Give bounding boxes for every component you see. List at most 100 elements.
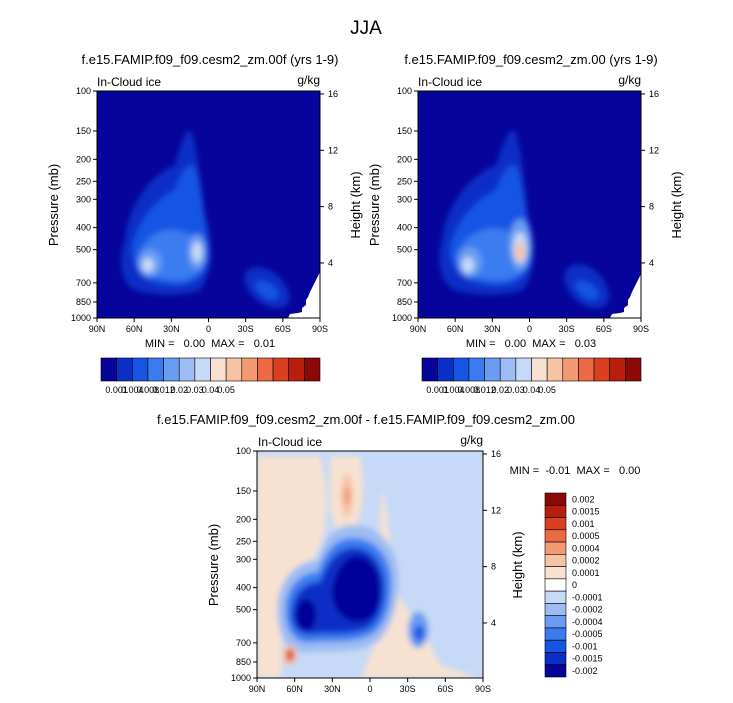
colorbar-swatch xyxy=(257,357,274,382)
y-tick-label: 400 xyxy=(236,583,251,593)
colorbar-swatch xyxy=(625,357,642,382)
y-tick-label: 500 xyxy=(76,245,91,255)
colorbar-label: -0.0004 xyxy=(572,617,603,627)
x-tick-label: 30S xyxy=(238,324,254,334)
panel-1-southern-cloud-inner xyxy=(255,280,279,300)
colorbar-label: -0.002 xyxy=(572,666,598,676)
y-tick-label: 200 xyxy=(236,514,251,524)
panel-1: f.e15.FAMIP.f09_f09.cesm2_zm.00f (yrs 1-… xyxy=(46,52,363,395)
panel-1-y-label: Pressure (mb) xyxy=(46,164,61,246)
x-tick-label: 90N xyxy=(89,324,106,334)
y-tick-label: 700 xyxy=(397,278,412,288)
x-tick-label: 60N xyxy=(286,684,303,694)
colorbar-swatch xyxy=(531,357,548,382)
panel-1-stats: MIN = 0.00 MAX = 0.01 xyxy=(145,338,275,350)
colorbar-label: -0.001 xyxy=(572,641,598,651)
colorbar-label: 0.012 xyxy=(473,385,496,395)
colorbar-swatch xyxy=(544,492,567,506)
y-tick-label: 200 xyxy=(76,154,91,164)
y-tick-label: 850 xyxy=(236,657,251,667)
colorbar-swatch xyxy=(131,357,149,382)
x-tick-label: 30N xyxy=(163,324,180,334)
colorbar-swatch xyxy=(178,357,196,382)
y-tick-label: 850 xyxy=(397,297,412,307)
colorbar-label: 0.002 xyxy=(572,494,595,504)
panel-3-positive-east xyxy=(360,490,480,678)
colorbar-swatch xyxy=(241,357,258,382)
x-tick-label: 90S xyxy=(633,324,649,334)
x-tick-label: 60N xyxy=(447,324,464,334)
panel-3-colorbar: 0.002 0.0015 0.001 0.0005 0.0004 0.0002 0.0001… xyxy=(544,492,603,678)
colorbar-label: 0.012 xyxy=(152,385,175,395)
y-tick-label: 850 xyxy=(76,297,91,307)
panel-3-stats: MIN = -0.01 MAX = 0.00 xyxy=(510,465,641,477)
y-tick-label: 400 xyxy=(76,223,91,233)
x-tick-label: 90S xyxy=(475,684,491,694)
colorbar-label: 0.0005 xyxy=(572,531,600,541)
y-tick-right-label: 16 xyxy=(491,449,501,459)
colorbar-label: -0.0002 xyxy=(572,605,603,615)
colorbar-label: 0.03 xyxy=(186,385,204,395)
colorbar-label: 0 xyxy=(572,580,577,590)
y-tick-label: 1000 xyxy=(231,673,251,683)
colorbar-label: 0.004 xyxy=(121,385,144,395)
y-tick-right-label: 4 xyxy=(649,258,654,268)
colorbar-swatch xyxy=(116,357,133,382)
y-tick-label: 100 xyxy=(397,86,412,96)
colorbar-label: 0.0004 xyxy=(572,543,600,553)
y-tick-label: 150 xyxy=(397,126,412,136)
colorbar-swatch xyxy=(147,357,164,382)
x-tick-label: 60N xyxy=(126,324,143,334)
colorbar-swatch xyxy=(544,529,567,543)
y-tick-label: 700 xyxy=(76,278,91,288)
y-tick-label: 500 xyxy=(236,605,251,615)
colorbar-swatch xyxy=(194,357,211,382)
panel-3-positive-upper-core-2 xyxy=(344,486,350,506)
colorbar-label: 0.0015 xyxy=(572,507,600,517)
colorbar-swatch xyxy=(544,504,567,518)
colorbar-swatch xyxy=(437,357,454,382)
colorbar-swatch xyxy=(593,357,611,382)
colorbar-label: 0.05 xyxy=(538,385,556,395)
panel-3-axes: 100 150 200 250 300 400 500 700 850 1000 16 12 8 4 90N… xyxy=(231,446,501,694)
panel-2-field-label: In-Cloud ice xyxy=(418,75,482,89)
panel-3-negative-southern-core xyxy=(414,625,424,641)
y-tick-label: 300 xyxy=(236,554,251,564)
x-tick-label: 30N xyxy=(324,684,341,694)
y-tick-label: 300 xyxy=(397,194,412,204)
colorbar-label: 0.04 xyxy=(523,385,541,395)
colorbar-label: 0.0001 xyxy=(572,568,600,578)
panel-2-missing-region xyxy=(610,274,641,318)
y-tick-right-label: 8 xyxy=(491,562,496,572)
panel-3-positive-lower-core xyxy=(286,649,294,661)
colorbar-label: -0.0015 xyxy=(572,654,603,664)
panel-1-missing-region xyxy=(288,272,320,318)
panel-3-units: g/kg xyxy=(460,433,483,447)
colorbar-label: 0.001 xyxy=(426,385,449,395)
y-tick-label: 700 xyxy=(236,638,251,648)
panel-1-blob-a-core xyxy=(142,258,154,272)
colorbar-swatch xyxy=(163,357,180,382)
panel-1-contours xyxy=(97,91,320,318)
colorbar-swatch xyxy=(452,357,470,382)
colorbar-swatch xyxy=(100,357,117,382)
colorbar-label: 0.03 xyxy=(507,385,525,395)
colorbar-swatch xyxy=(544,652,567,666)
colorbar-label: 0.008 xyxy=(137,385,160,395)
colorbar-label: 0.0002 xyxy=(572,556,600,566)
panel-3-title: f.e15.FAMIP.f09_f09.cesm2_zm.00f - f.e15… xyxy=(157,412,575,427)
colorbar-swatch xyxy=(484,357,501,382)
colorbar-swatch xyxy=(544,615,567,629)
panel-2-axes: 100 150 200 250 300 400 500 700 850 1000 16 12 8 4 90N… xyxy=(392,86,659,334)
colorbar-swatch xyxy=(562,357,579,382)
x-tick-label: 90S xyxy=(312,324,328,334)
x-tick-label: 0 xyxy=(367,684,372,694)
panel-1-field-label: In-Cloud ice xyxy=(97,75,161,89)
colorbar-label: 0.02 xyxy=(491,385,509,395)
y-tick-label: 100 xyxy=(76,86,91,96)
y-tick-right-label: 16 xyxy=(328,89,338,99)
panel-2-y-label-right: Height (km) xyxy=(669,171,684,238)
panel-1-y-label-right: Height (km) xyxy=(348,171,363,238)
